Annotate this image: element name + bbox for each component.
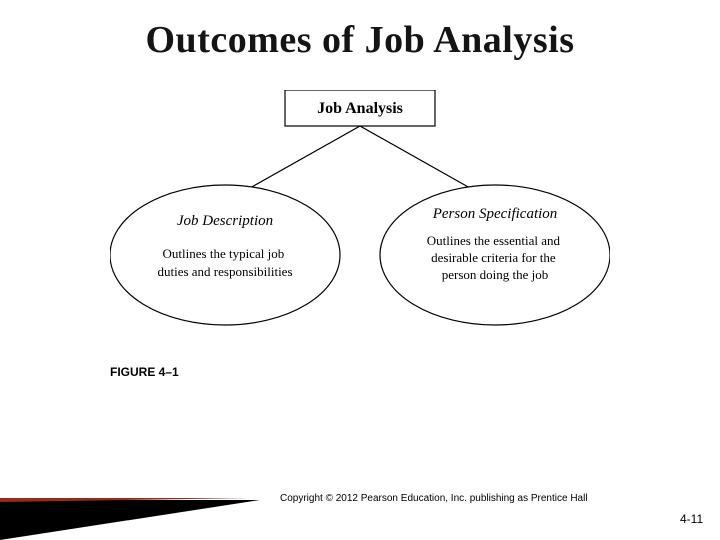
slide-title: Outcomes of Job Analysis: [0, 18, 720, 62]
figure-label: FIGURE 4–1: [110, 365, 179, 379]
corner-wedge: [0, 490, 270, 540]
copyright-text: Copyright © 2012 Pearson Education, Inc.…: [280, 493, 588, 504]
job-analysis-diagram: Job Analysis Job Description Outlines th…: [110, 90, 610, 350]
page-number: 4-11: [680, 512, 703, 526]
connector-right: [360, 126, 470, 188]
person-spec-title: Person Specification: [432, 206, 558, 222]
root-label: Job Analysis: [317, 100, 403, 117]
wedge-shadow: [0, 500, 260, 540]
connector-left: [250, 126, 360, 188]
job-description-title: Job Description: [177, 213, 273, 229]
slide: Outcomes of Job Analysis Job Analysis Jo…: [0, 0, 720, 540]
person-spec-desc: Outlines the essential and desirable cri…: [427, 233, 563, 282]
